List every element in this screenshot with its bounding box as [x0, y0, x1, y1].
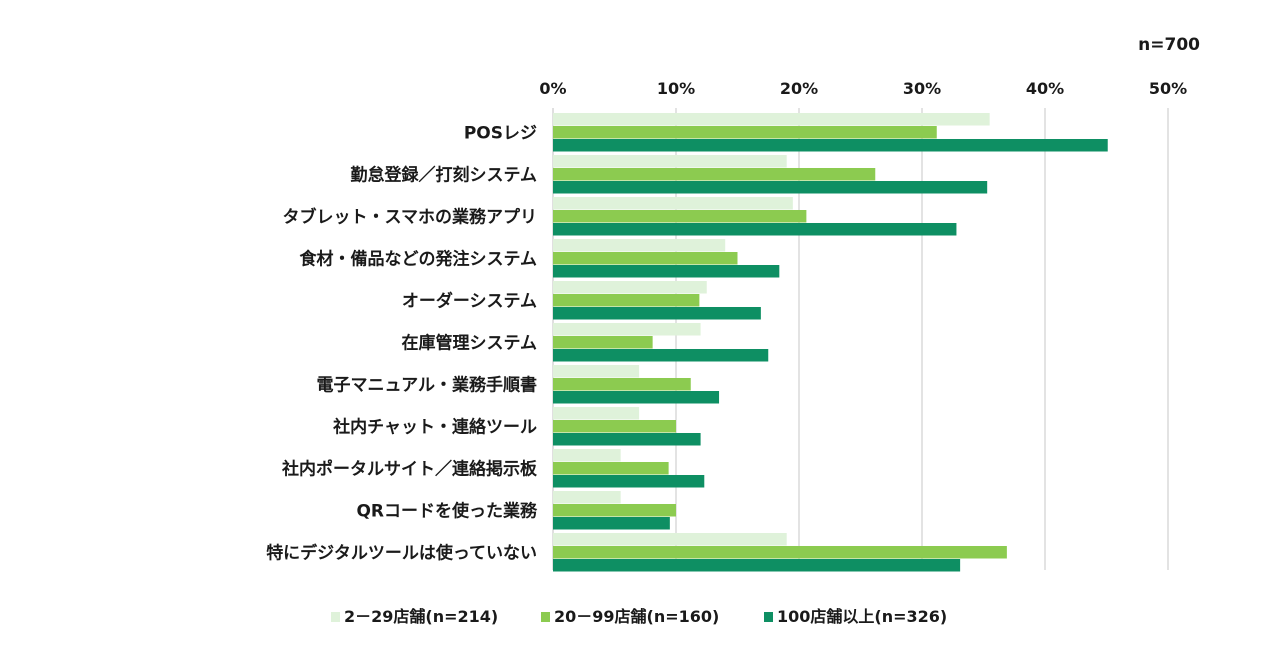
legend-swatch	[331, 612, 340, 622]
category-label: 食材・備品などの発注システム	[300, 248, 538, 269]
bar	[553, 349, 769, 362]
category-label: 社内チャット・連絡ツール	[332, 416, 537, 437]
bar	[553, 210, 807, 223]
category-label: QRコードを使った業務	[356, 500, 538, 521]
category-labels: POSレジ勤怠登録／打刻システムタブレット・スマホの業務アプリ食材・備品などの発…	[266, 123, 538, 563]
category-label: POSレジ	[464, 123, 537, 143]
category-label: 電子マニュアル・業務手順書	[317, 374, 538, 395]
bar	[553, 546, 1007, 559]
bar	[553, 155, 787, 168]
bar	[553, 533, 787, 546]
bar	[553, 449, 621, 462]
bars	[553, 113, 1108, 572]
sample-size-label: n=700	[1138, 35, 1200, 55]
legend-label: 100店舗以上(n=326)	[777, 607, 947, 626]
x-tick-label: 10%	[657, 79, 695, 98]
bar	[553, 504, 676, 517]
bar	[553, 252, 738, 265]
bar	[553, 126, 937, 139]
x-axis-ticks: 0% 10% 20% 30% 40% 50%	[539, 79, 1187, 98]
bar	[553, 113, 990, 126]
bar	[553, 294, 700, 307]
category-label: 社内ポータルサイト／連絡掲示板	[281, 458, 538, 479]
legend: 2－29店舗(n=214) 20－99店舗(n=160) 100店舗以上(n=326…	[331, 607, 947, 626]
bar	[553, 491, 621, 504]
bar	[553, 168, 876, 181]
bar	[553, 559, 961, 572]
bar	[553, 239, 726, 252]
category-label: オーダーシステム	[402, 290, 537, 311]
category-label: タブレット・スマホの業務アプリ	[283, 206, 538, 227]
category-label: 特にデジタルツールは使っていない	[266, 542, 537, 563]
bar	[553, 378, 691, 391]
bar	[553, 391, 720, 404]
bar	[553, 197, 793, 210]
bar	[553, 323, 701, 336]
bar	[553, 307, 761, 320]
bar	[553, 139, 1108, 152]
category-label: 勤怠登録／打刻システム	[351, 164, 538, 185]
x-tick-label: 0%	[539, 79, 566, 98]
bar	[553, 517, 670, 530]
x-tick-label: 20%	[780, 79, 818, 98]
bar	[553, 462, 669, 475]
legend-swatch	[764, 612, 773, 622]
bar	[553, 265, 780, 278]
bar	[553, 420, 676, 433]
bar	[553, 433, 701, 446]
bar	[553, 181, 988, 194]
bar	[553, 475, 705, 488]
bar	[553, 281, 707, 294]
bar	[553, 336, 653, 349]
legend-label: 2－29店舗(n=214)	[344, 607, 498, 626]
category-label: 在庫管理システム	[402, 332, 538, 353]
x-tick-label: 40%	[1026, 79, 1064, 98]
legend-swatch	[541, 612, 550, 622]
x-tick-label: 50%	[1149, 79, 1187, 98]
legend-label: 20－99店舗(n=160)	[554, 607, 719, 626]
bar	[553, 365, 640, 378]
x-tick-label: 30%	[903, 79, 941, 98]
bar	[553, 223, 957, 236]
bar	[553, 407, 640, 420]
